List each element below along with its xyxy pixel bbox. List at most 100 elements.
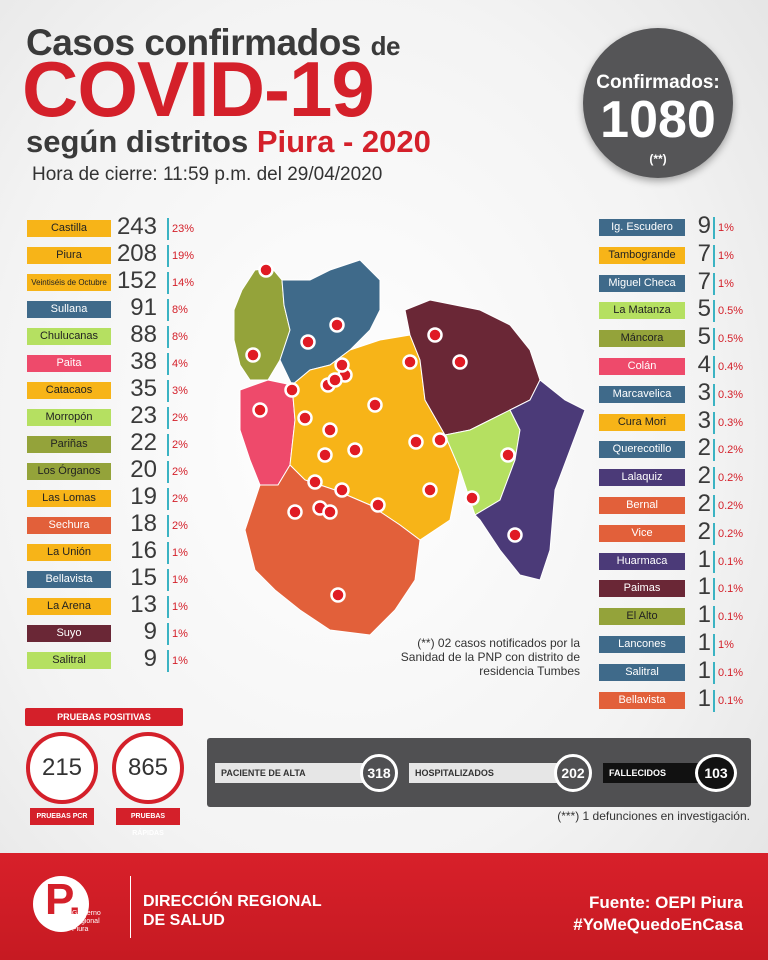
alta-value: 318	[360, 754, 398, 792]
district-bar	[167, 407, 169, 429]
district-row: Colán 4 0.4%	[599, 352, 759, 378]
case-marker	[322, 504, 338, 520]
gobierno-regional-logo: P.	[33, 876, 89, 932]
district-pct: 1%	[718, 277, 734, 290]
district-cases: 20	[130, 456, 157, 483]
district-row: Tambogrande 7 1%	[599, 239, 759, 267]
district-bar	[713, 217, 715, 239]
district-cases: 5	[697, 323, 711, 351]
district-label: La Matanza	[599, 302, 685, 320]
district-bar	[713, 383, 715, 406]
district-label: Máncora	[599, 330, 685, 348]
district-pct: 2%	[172, 439, 188, 451]
district-label: Sullana	[27, 301, 111, 318]
district-label: Bernal	[599, 497, 685, 514]
district-row: La Matanza 5 0.5%	[599, 296, 759, 323]
district-cases: 7	[697, 239, 711, 267]
district-bar	[713, 689, 715, 712]
case-marker	[464, 490, 480, 506]
district-row: Castilla 243 23%	[27, 213, 217, 240]
district-pct: 23%	[172, 223, 195, 235]
district-bar	[713, 356, 715, 378]
district-cases: 9	[697, 212, 711, 239]
district-label: Tambogrande	[599, 246, 685, 264]
district-row: Sechura 18 2%	[27, 511, 217, 537]
district-cases: 243	[116, 213, 157, 240]
case-marker	[327, 372, 343, 388]
district-row: Miguel Checa 7 1%	[599, 268, 759, 295]
confirmed-badge: Confirmados: 1080 (**)	[583, 28, 733, 178]
district-pct: 1%	[172, 547, 188, 559]
status-panel: PACIENTE DE ALTA 318 HOSPITALIZADOS 202 …	[207, 738, 751, 807]
district-bar	[713, 578, 715, 601]
district-pct: 2%	[172, 520, 188, 532]
district-row: Sullana 91 8%	[27, 295, 217, 321]
case-marker	[452, 354, 468, 370]
district-row: Marcavelica 3 0.3%	[599, 379, 759, 406]
district-label: Morropón	[27, 409, 111, 426]
case-marker	[300, 334, 316, 350]
district-label: Ig. Escudero	[599, 219, 685, 236]
district-bar	[713, 550, 715, 573]
district-row: Chulucanas 88 8%	[27, 322, 217, 348]
district-label: Suyo	[27, 625, 111, 642]
district-label: Huarmaca	[599, 552, 685, 570]
district-bar	[713, 522, 715, 545]
pruebas-title: PRUEBAS POSITIVAS	[25, 708, 183, 726]
hospitalizados-label: HOSPITALIZADOS	[409, 763, 559, 783]
district-cases: 1	[697, 629, 711, 656]
case-marker	[370, 497, 386, 513]
district-pct: 0.1%	[718, 666, 744, 679]
district-bar	[167, 596, 169, 618]
map-note: (**) 02 casos notificados por la Sanidad…	[400, 636, 580, 678]
district-row: Cura Mori 3 0.3%	[599, 406, 759, 434]
district-label: Paimas	[599, 580, 685, 598]
pcr-value: 215	[26, 732, 98, 804]
district-label: Lalaquiz	[599, 469, 685, 487]
district-pct: 19%	[172, 250, 195, 262]
case-marker	[322, 422, 338, 438]
district-bar	[713, 411, 715, 434]
district-bar	[167, 623, 169, 645]
case-marker	[347, 442, 363, 458]
case-marker	[258, 262, 274, 278]
closing-time: Hora de cierre: 11:59 p.m. del 29/04/202…	[32, 164, 383, 185]
district-cases: 3	[697, 406, 711, 434]
title-line-3: según distritos Piura - 2020	[26, 124, 431, 159]
district-bar	[167, 488, 169, 510]
district-cases: 2	[697, 517, 711, 545]
footer	[0, 853, 768, 960]
piura-map	[233, 259, 586, 636]
district-pct: 14%	[172, 277, 195, 289]
district-bar	[713, 272, 715, 295]
district-bar	[167, 650, 169, 672]
confirmed-value: 1080	[600, 91, 716, 149]
district-cases: 19	[130, 483, 157, 510]
case-marker	[287, 504, 303, 520]
rapidas-value: 865	[112, 732, 184, 804]
district-row: Salitral 9 1%	[27, 646, 217, 672]
district-row: Catacaos 35 3%	[27, 376, 217, 402]
district-bar	[167, 272, 169, 294]
case-marker	[507, 527, 523, 543]
district-cases: 1	[697, 545, 711, 573]
case-marker	[284, 382, 300, 398]
district-pct: 0.1%	[718, 694, 744, 707]
district-label: Querecotillo	[599, 441, 685, 459]
rapidas-label: PRUEBAS RÁPIDAS	[116, 808, 180, 837]
district-bar	[167, 515, 169, 537]
district-label: Sechura	[27, 517, 111, 534]
district-bar	[167, 353, 169, 375]
district-cases: 2	[697, 462, 711, 490]
district-pct: 0.1%	[718, 611, 744, 624]
district-row: Vice 2 0.2%	[599, 517, 759, 545]
case-marker	[367, 397, 383, 413]
district-pct: 0.2%	[718, 500, 744, 512]
district-row: Suyo 9 1%	[27, 619, 217, 645]
district-label: Vice	[599, 524, 685, 542]
district-label: Piura	[27, 247, 111, 264]
district-row: Pariñas 22 2%	[27, 430, 217, 456]
title-covid: COVID-19	[22, 45, 375, 133]
case-marker	[330, 587, 346, 603]
logo-text: Gobierno Regional Piura	[72, 910, 101, 933]
